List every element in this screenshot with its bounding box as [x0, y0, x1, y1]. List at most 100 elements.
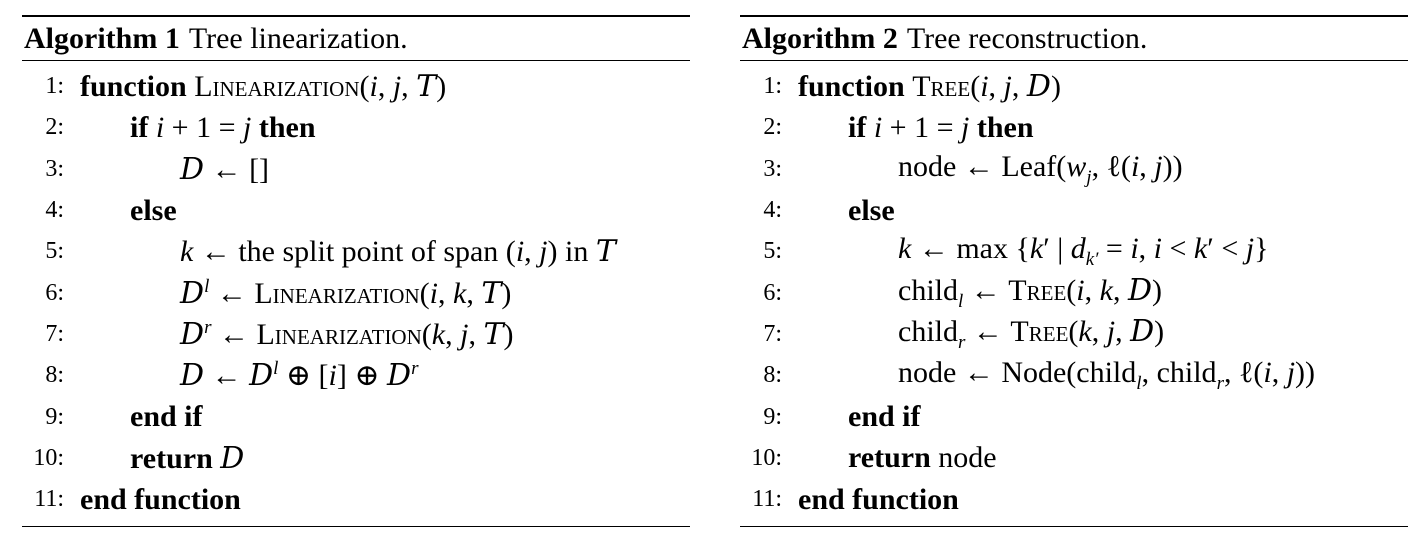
code-line: 1: function Tree(i, j, D)	[740, 66, 1408, 107]
line-number: 6:	[763, 279, 782, 306]
math-symbol: T	[483, 316, 504, 352]
math-variable: k	[452, 276, 467, 310]
math-symbol: D	[1130, 314, 1155, 350]
code-token: ← max {	[911, 232, 1030, 266]
code-token: ,	[1084, 274, 1100, 308]
algorithm-caption: Algorithm 2 Tree reconstruction.	[740, 17, 1408, 60]
code-line: 1: function Linearization(i, j, T)	[22, 66, 690, 107]
line-number: 3:	[45, 155, 64, 182]
code-text: Dl ← Linearization(i, k, T)	[180, 276, 511, 311]
math-variable: j	[460, 317, 469, 351]
algorithm-title: Algorithm 1	[24, 21, 180, 55]
bottom-rule	[22, 526, 690, 528]
math-symbol: D	[387, 358, 412, 394]
math-variable: k	[1029, 232, 1044, 266]
line-number: 4:	[763, 197, 782, 224]
code-token: ← the split point of span (	[193, 235, 516, 269]
code-line: 6: childl ← Tree(i, k, D)	[740, 272, 1408, 313]
math-variable: k	[1078, 315, 1092, 349]
algorithm-title: Algorithm 2	[742, 21, 898, 55]
code-token: child	[898, 274, 958, 308]
keyword: then	[251, 110, 316, 144]
math-variable: i	[1130, 232, 1139, 266]
code-text: D ← Dl ⊕ [i] ⊕ Dr	[180, 358, 419, 393]
code-token: ,	[1091, 315, 1107, 349]
math-variable: j	[1286, 356, 1296, 390]
code-token: ′ <	[1207, 232, 1246, 266]
code-text: else	[130, 194, 177, 228]
code-token: ,	[1112, 274, 1128, 308]
code-text: end if	[848, 400, 921, 434]
mid-rule	[740, 60, 1408, 61]
keyword: else	[848, 193, 895, 227]
algorithm-2-block: Algorithm 2 Tree reconstruction. 1: funct…	[740, 15, 1408, 528]
code-token: ←	[204, 359, 250, 393]
math-symbol: D	[180, 358, 205, 394]
math-variable: j	[1003, 70, 1012, 104]
code-token: )	[501, 276, 512, 310]
math-symbol: D	[220, 440, 245, 476]
subscript: l	[958, 291, 964, 313]
code-line: 5: k ← the split point of span (i, j) in …	[22, 231, 690, 272]
code-line: 4: else	[740, 190, 1408, 231]
function-name: Tree	[912, 70, 971, 104]
math-variable: j	[392, 70, 402, 104]
code-line: 7: childr ← Tree(k, j, D)	[740, 314, 1408, 355]
algorithm-caption-text: Tree linearization.	[188, 21, 408, 55]
code-token: (	[359, 70, 370, 104]
line-number: 6:	[45, 279, 64, 306]
line-number: 11:	[34, 486, 64, 513]
line-number: 8:	[763, 362, 782, 389]
code-text: function Linearization(i, j, T)	[80, 69, 446, 104]
code-text: return D	[130, 441, 244, 476]
keyword: if	[130, 110, 156, 144]
code-line: 10: return node	[740, 438, 1408, 479]
code-text: end function	[80, 483, 241, 517]
code-line: 6: Dl ← Linearization(i, k, T)	[22, 272, 690, 313]
math-variable: k	[431, 317, 446, 351]
math-variable: j	[1106, 315, 1116, 349]
code-token: ))	[1162, 149, 1183, 183]
math-symbol: D	[249, 358, 274, 394]
code-text: end function	[798, 483, 959, 517]
subscript: l	[1136, 373, 1142, 395]
code-text: return node	[848, 441, 997, 475]
code-token: ,	[988, 70, 1004, 104]
superscript: l	[204, 275, 210, 297]
line-number: 8:	[45, 362, 64, 389]
code-token: ,	[445, 317, 461, 351]
math-variable: i	[369, 70, 378, 104]
keyword: end function	[798, 482, 959, 516]
superscript: r	[411, 358, 419, 380]
code-token: ,	[437, 276, 453, 310]
mid-rule	[22, 60, 690, 61]
code-text: k ← max {k′ | dk′ = i, i < k′ < j}	[898, 232, 1268, 271]
math-variable: i	[873, 110, 883, 144]
code-line: 4: else	[22, 190, 690, 231]
subscript: k′	[1085, 249, 1099, 271]
function-name: Linearization	[256, 317, 422, 351]
code-text: Dr ← Linearization(k, j, T)	[180, 317, 513, 352]
code-token: ←	[211, 317, 257, 351]
math-variable: i	[1153, 232, 1162, 266]
code-token: (	[1068, 315, 1079, 349]
superscript: r	[204, 316, 212, 338]
code-token: child	[898, 315, 958, 349]
code-text: childl ← Tree(i, k, D)	[898, 273, 1162, 313]
code-token: ,	[401, 70, 417, 104]
code-token: ) in	[547, 235, 596, 269]
math-symbol: D	[180, 316, 205, 352]
code-token: ,	[1271, 356, 1287, 390]
bottom-rule	[740, 526, 1408, 528]
subscript: r	[1216, 373, 1224, 395]
math-symbol: D	[1127, 273, 1153, 309]
math-variable: k	[898, 232, 912, 266]
algorithm-caption: Algorithm 1 Tree linearization.	[22, 17, 690, 60]
code-token: ←	[963, 274, 1009, 308]
math-variable: w	[1066, 149, 1087, 183]
line-number: 9:	[763, 403, 782, 430]
code-token: node ← Node(child	[898, 356, 1137, 390]
code-text: k ← the split point of span (i, j) in T	[180, 234, 616, 269]
code-token: ,	[1139, 149, 1155, 183]
math-variable: i	[980, 70, 989, 104]
